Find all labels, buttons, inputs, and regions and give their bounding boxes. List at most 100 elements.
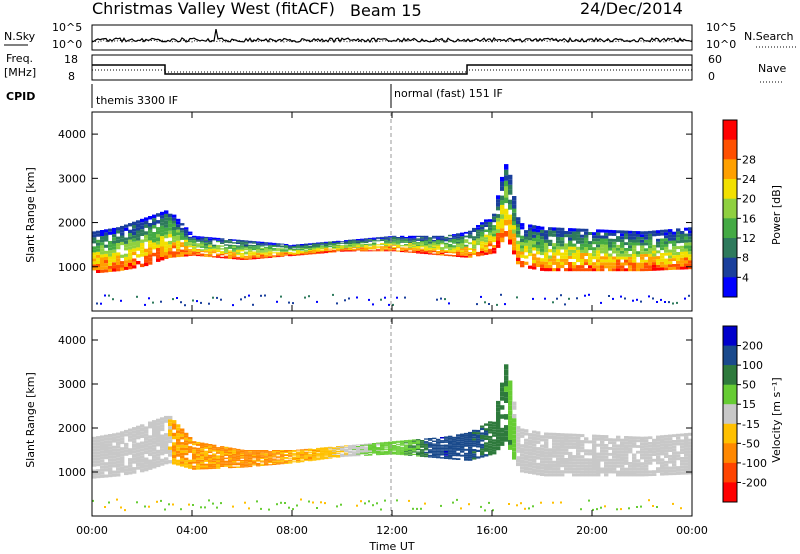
data-cell [472, 457, 477, 460]
data-cell [616, 444, 621, 448]
data-cell [164, 241, 169, 246]
data-cell [304, 456, 309, 458]
data-cell [516, 449, 521, 453]
data-cell [148, 505, 150, 508]
data-cell [100, 447, 105, 451]
data-cell [452, 454, 457, 457]
data-cell [188, 240, 193, 242]
data-cell [648, 245, 653, 249]
data-cell [548, 435, 553, 439]
data-cell [440, 248, 445, 250]
data-cell [612, 455, 617, 459]
data-cell [448, 449, 453, 451]
data-cell [656, 461, 661, 465]
data-cell [620, 256, 625, 260]
data-cell [672, 502, 674, 505]
data-cell [396, 243, 401, 245]
data-cell [308, 454, 313, 456]
data-cell [636, 467, 641, 471]
data-cell [668, 301, 670, 304]
data-cell [144, 436, 149, 441]
data-cell [180, 431, 185, 434]
data-cell [276, 244, 281, 246]
data-cell [448, 454, 453, 456]
data-cell [128, 461, 133, 465]
data-cell [304, 452, 309, 454]
data-cell [420, 454, 425, 456]
data-cell [216, 447, 221, 449]
data-cell [324, 241, 329, 243]
data-cell [156, 227, 161, 231]
data-cell [220, 245, 225, 247]
data-cell [344, 247, 349, 249]
data-cell [404, 442, 409, 444]
data-cell [244, 258, 249, 260]
data-cell [412, 439, 417, 441]
data-cell [288, 459, 293, 461]
data-cell [372, 443, 377, 444]
data-cell [556, 451, 561, 455]
data-cell [460, 437, 465, 440]
data-cell [544, 460, 549, 464]
data-cell [596, 467, 601, 471]
data-cell [360, 446, 365, 448]
data-cell [244, 246, 249, 248]
data-cell [632, 259, 637, 263]
data-cell [236, 458, 241, 460]
data-cell [556, 467, 561, 471]
data-cell [364, 451, 369, 453]
data-cell [256, 460, 261, 462]
data-cell [420, 443, 425, 446]
data-cell [464, 255, 469, 258]
data-cell [120, 463, 125, 467]
data-cell [404, 248, 409, 250]
data-cell [196, 251, 201, 254]
data-cell [176, 424, 181, 428]
data-cell [300, 249, 305, 251]
data-cell [508, 204, 513, 210]
data-cell [512, 434, 517, 439]
data-cell [412, 250, 417, 252]
data-cell [332, 451, 337, 453]
data-cell [268, 457, 273, 459]
data-cell [96, 267, 101, 270]
data-cell [588, 467, 593, 471]
data-cell [172, 251, 177, 255]
data-cell [556, 261, 561, 265]
data-cell [208, 458, 213, 461]
data-cell [364, 449, 369, 451]
data-cell [632, 248, 637, 252]
data-cell [476, 227, 481, 230]
data-cell [228, 453, 233, 455]
data-cell [144, 248, 149, 253]
data-cell [188, 448, 193, 451]
data-cell [300, 449, 305, 451]
data-cell [540, 229, 545, 233]
data-cell [352, 449, 357, 451]
data-cell [372, 238, 377, 240]
data-cell [176, 447, 181, 451]
data-cell [316, 244, 321, 246]
data-cell [688, 266, 693, 270]
data-cell [436, 441, 441, 444]
data-cell [352, 455, 357, 457]
data-cell [628, 265, 633, 269]
data-cell [160, 225, 165, 230]
data-cell [508, 395, 513, 401]
data-cell [492, 449, 497, 452]
data-cell [656, 435, 661, 439]
data-cell [528, 470, 533, 474]
data-cell [284, 459, 289, 461]
data-cell [180, 252, 185, 255]
data-cell [568, 252, 573, 256]
data-cell [608, 253, 613, 257]
data-cell [460, 450, 465, 453]
data-cell [528, 448, 533, 452]
data-cell [128, 259, 133, 263]
data-cell [396, 246, 401, 248]
data-cell [588, 449, 593, 453]
data-cell [340, 503, 342, 506]
data-cell [688, 251, 693, 255]
data-cell [480, 432, 485, 435]
data-cell [264, 451, 269, 453]
